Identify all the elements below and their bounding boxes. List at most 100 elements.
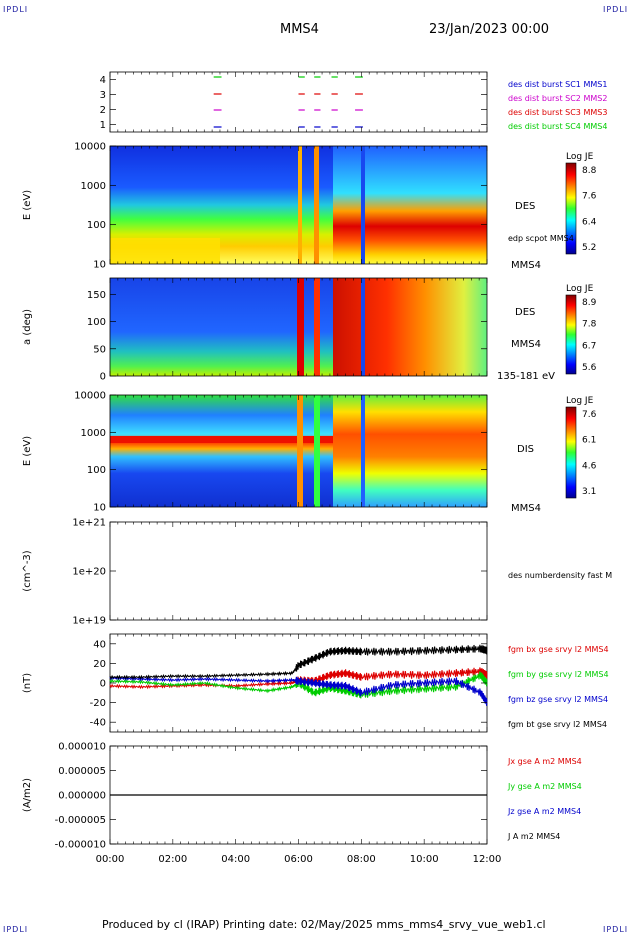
legend-entry: fgm by gse srvy l2 MMS4: [508, 670, 609, 679]
colorbar-tick-label: 3.1: [582, 487, 596, 497]
y-tick-label: 0.000010: [58, 742, 106, 753]
y-tick-label: 0.000005: [58, 766, 106, 777]
series-line-bx: [109, 667, 488, 690]
legend-entry: Jz gse A m2 MMS4: [507, 807, 581, 816]
colorbar-tick-label: 4.6: [582, 461, 597, 471]
corner-label-top-left: IPDLI: [3, 5, 29, 14]
y-tick-label: 4: [100, 75, 106, 86]
colorbar-tick-label: 8.8: [582, 166, 597, 176]
x-tick-label: 08:00: [347, 854, 376, 865]
colorbar-dis-energy: [565, 406, 577, 499]
y-axis-label: E (eV): [22, 190, 33, 220]
corner-label-bottom-right: IPDLI: [603, 925, 629, 934]
colorbar-des-energy: [565, 162, 577, 255]
y-tick-label: 20: [93, 659, 106, 670]
colorbar-tick-label: 7.6: [582, 410, 597, 420]
legend-entry: fgm bz gse srvy l2 MMS4: [508, 695, 608, 704]
corner-label-bottom-left: IPDLI: [3, 925, 29, 934]
y-tick-label: 10000: [74, 391, 106, 402]
y-tick-label: 1000: [81, 428, 106, 439]
legend-entry: fgm bx gse srvy l2 MMS4: [508, 645, 609, 654]
y-tick-label: 2: [100, 105, 106, 116]
x-tick-label: 02:00: [158, 854, 187, 865]
panel-number-density: [109, 521, 488, 621]
y-tick-label: 10000: [74, 142, 106, 153]
panel-burst-intervals: [109, 71, 488, 133]
legend-entry: J A m2 MMS4: [507, 832, 560, 841]
panel-right-label: edp scpot MMS4: [508, 234, 574, 243]
y-tick-label: 1e+20: [72, 567, 106, 578]
y-axis-label: a (deg): [22, 309, 33, 345]
y-tick-label: 40: [93, 639, 106, 650]
colorbar-title: Log JE: [566, 396, 594, 406]
y-tick-label: 10: [93, 503, 106, 514]
y-tick-label: -0.000005: [55, 815, 106, 826]
legend-entry: des numberdensity fast M: [508, 571, 612, 580]
y-tick-label: 150: [87, 290, 106, 301]
legend-entry: des dist burst SC2 MMS2: [508, 94, 607, 103]
x-tick-label: 04:00: [221, 854, 250, 865]
date-time-title: 23/Jan/2023 00:00: [429, 22, 550, 37]
y-tick-label: 100: [87, 220, 106, 231]
colorbar-title: Log JE: [566, 152, 594, 162]
y-tick-label: 1000: [81, 181, 106, 192]
legend-entry: fgm bt gse srvy l2 MMS4: [508, 720, 607, 729]
y-tick-label: 0.000000: [58, 791, 106, 802]
colorbar-des-pitch-angle: [565, 294, 577, 375]
x-tick-label: 10:00: [410, 854, 439, 865]
y-tick-label: 3: [100, 90, 106, 101]
x-tick-label: 12:00: [473, 854, 502, 865]
colorbar-tick-label: 5.2: [582, 243, 596, 253]
panel-des-pitch-angle: [109, 277, 488, 377]
x-tick-label: 00:00: [96, 854, 125, 865]
panel-dis-energy: [109, 394, 488, 508]
y-tick-label: 1: [100, 120, 106, 131]
colorbar-title: Log JE: [566, 284, 594, 294]
panel-des-energy: [109, 145, 488, 265]
colorbar-tick-label: 7.8: [582, 320, 597, 330]
panel-right-label: DES: [515, 307, 535, 318]
panel-right-label: DES: [515, 201, 535, 212]
y-axis-label: (nT): [22, 673, 33, 693]
colorbar-tick-label: 5.6: [582, 363, 597, 373]
panel-current-density: [109, 745, 488, 845]
y-tick-label: -20: [90, 698, 106, 709]
y-tick-label: 100: [87, 465, 106, 476]
legend-entry: des dist burst SC3 MMS3: [508, 108, 607, 117]
y-tick-label: 10: [93, 260, 106, 271]
y-tick-label: -40: [90, 718, 106, 729]
y-tick-label: 0: [100, 679, 106, 690]
x-tick-label: 06:00: [284, 854, 313, 865]
panel-right-label: MMS4: [511, 339, 541, 350]
corner-label-top-right: IPDLI: [603, 5, 629, 14]
y-tick-label: -0.000010: [55, 840, 106, 851]
series-line-by: [109, 671, 488, 699]
colorbar-tick-label: 7.6: [582, 192, 597, 202]
spacecraft-title: MMS4: [280, 22, 319, 37]
legend-entry: des dist burst SC4 MMS4: [508, 122, 607, 131]
y-tick-label: 100: [87, 317, 106, 328]
colorbar-tick-label: 6.4: [582, 217, 597, 227]
panel-magnetic-field: [109, 633, 488, 733]
colorbar-tick-label: 6.7: [582, 341, 596, 351]
series-line-bt: [109, 644, 488, 680]
y-axis-label: (A/m2): [22, 778, 33, 812]
panel-right-label: DIS: [517, 444, 534, 455]
footer-text: Produced by cl (IRAP) Printing date: 02/…: [102, 918, 546, 931]
panel-right-label: 135-181 eV: [497, 371, 555, 382]
series-line-bz: [109, 675, 488, 706]
y-tick-label: 50: [93, 344, 106, 355]
y-tick-label: 0: [100, 372, 106, 383]
legend-entry: Jx gse A m2 MMS4: [507, 757, 582, 766]
y-axis-label: (cm^-3): [22, 550, 33, 591]
legend-entry: Jy gse A m2 MMS4: [507, 782, 582, 791]
colorbar-tick-label: 6.1: [582, 436, 596, 446]
y-axis-label: E (eV): [22, 436, 33, 466]
y-tick-label: 1e+19: [72, 616, 106, 627]
colorbar-tick-label: 8.9: [582, 298, 597, 308]
panel-right-label: MMS4: [511, 503, 541, 514]
panel-right-label: MMS4: [511, 260, 541, 271]
legend-entry: des dist burst SC1 MMS1: [508, 80, 607, 89]
y-tick-label: 1e+21: [72, 518, 106, 529]
